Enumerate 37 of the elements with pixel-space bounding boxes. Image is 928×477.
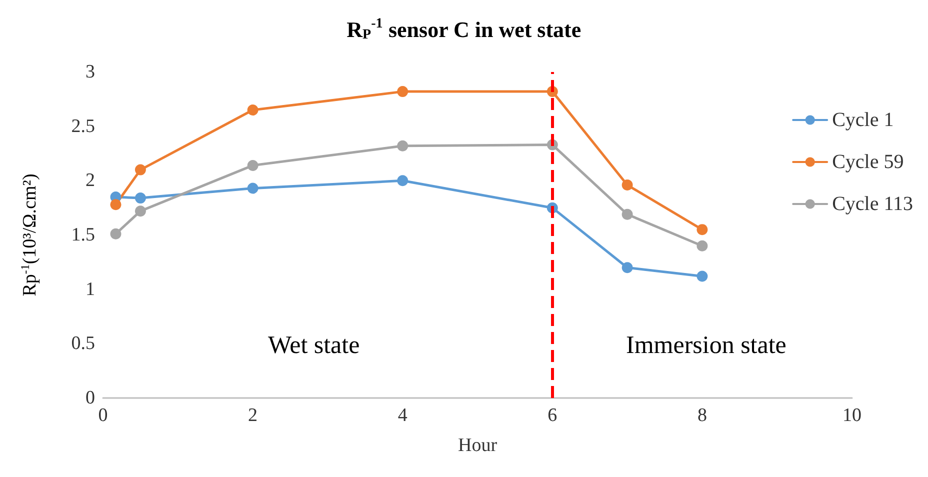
point (622, 180, 633, 191)
point (696, 240, 708, 252)
x-tick-label: 4 (398, 405, 408, 426)
y-axis-title: Rp-1(10³/Ω.cm²) (18, 174, 40, 296)
point (247, 182, 258, 194)
point (397, 175, 408, 186)
point (622, 208, 633, 220)
point (134, 164, 146, 176)
point (397, 140, 408, 152)
y-tick-label: 3 (86, 62, 95, 82)
chart-title: RP-1 sensor C in wet state (346, 16, 582, 42)
point (134, 206, 146, 217)
point (110, 199, 122, 210)
legend-label: Cycle 59 (832, 151, 904, 173)
x-tick-label: 8 (697, 405, 707, 426)
legend-label: Cycle 1 (832, 109, 894, 131)
point (622, 262, 633, 274)
x-tick-label: 6 (548, 405, 558, 426)
legend-label: Cycle 113 (832, 193, 914, 215)
point (696, 270, 708, 282)
y-tick-label: 0.5 (71, 333, 95, 354)
x-tick-label: 2 (248, 405, 258, 426)
annotation: Immersion state (626, 332, 786, 359)
x-tick-label: 10 (842, 405, 862, 426)
point (696, 224, 708, 236)
point (247, 104, 258, 116)
point (397, 86, 408, 98)
y-tick-label: 0 (86, 388, 95, 408)
y-tick-label: 1 (86, 278, 95, 300)
point (247, 160, 258, 171)
annotation: Wet state (268, 332, 360, 359)
point (134, 192, 146, 204)
point (110, 228, 122, 240)
y-tick-label: 2 (86, 170, 95, 192)
x-axis-title: Hour (458, 435, 498, 456)
y-tick-label: 1.5 (71, 224, 95, 246)
y-tick-label: 2.5 (71, 116, 95, 137)
